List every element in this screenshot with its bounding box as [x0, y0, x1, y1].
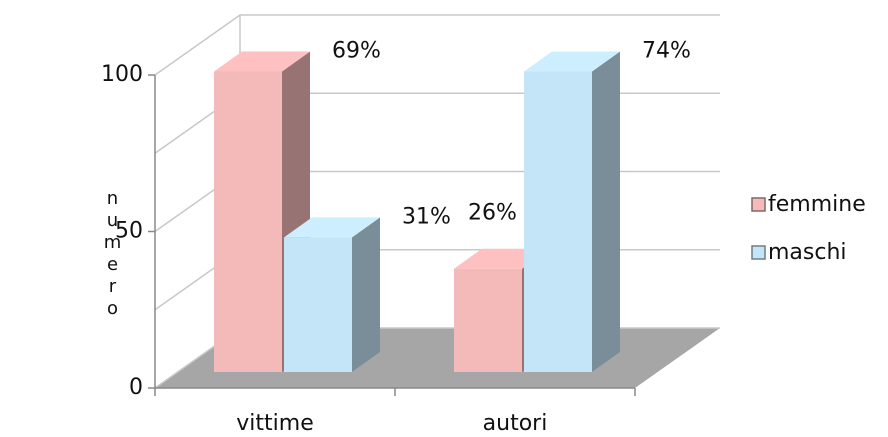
legend-swatch	[751, 245, 766, 260]
bar	[524, 51, 620, 373]
bar	[284, 217, 380, 372]
bar-annotation: 69%	[332, 39, 381, 64]
bar-annotation: 74%	[642, 39, 691, 64]
y-axis-label: numero	[102, 188, 123, 320]
bar-top	[524, 51, 620, 72]
y-tick-label: 50	[115, 219, 143, 244]
legend-swatch	[751, 197, 766, 212]
bar-top	[214, 51, 310, 72]
bar-top	[284, 217, 380, 238]
bar-side	[352, 217, 380, 372]
bar-side	[592, 51, 620, 373]
y-tick-label: 0	[129, 375, 143, 400]
legend-label: maschi	[768, 240, 847, 265]
bar-front	[524, 71, 592, 373]
legend-label: femmine	[768, 192, 866, 217]
x-tick-label: autori	[483, 411, 548, 436]
bar-annotation: 26%	[468, 201, 517, 226]
x-tick-label: vittime	[236, 411, 313, 436]
y-tick-label: 100	[101, 62, 143, 87]
bar-annotation: 31%	[402, 204, 451, 229]
bar-front	[454, 268, 522, 372]
bar-front	[214, 71, 282, 373]
bar-front	[284, 237, 352, 372]
